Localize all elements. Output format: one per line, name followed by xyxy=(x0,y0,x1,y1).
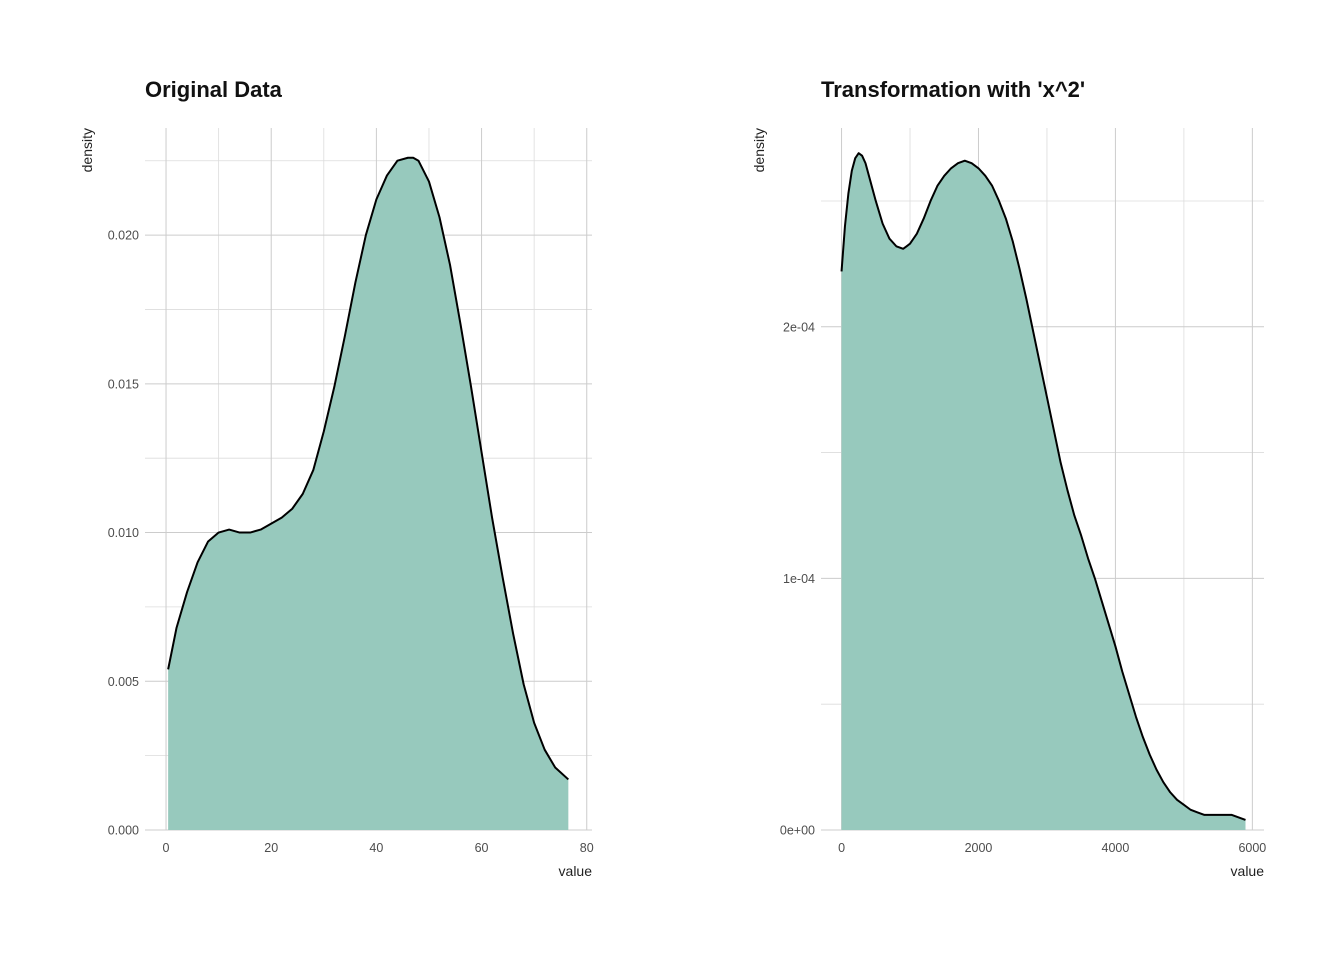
chart-title: Original Data xyxy=(145,77,283,102)
y-tick-label: 2e-04 xyxy=(783,320,815,334)
x-tick-labels: 0 2000 4000 6000 xyxy=(838,841,1266,855)
density-fill xyxy=(168,157,569,830)
chart-title: Transformation with 'x^2' xyxy=(821,77,1085,102)
panel-original-data: Original Data 0 20 40 60 80 0.0000.0050.0100… xyxy=(79,77,594,879)
x-tick-label: 20 xyxy=(264,841,278,855)
x-tick-label: 80 xyxy=(580,841,594,855)
y-tick-label: 0.010 xyxy=(108,526,139,540)
x-tick-label: 2000 xyxy=(965,841,993,855)
x-tick-label: 60 xyxy=(475,841,489,855)
y-tick-labels: 0e+00 1e-04 2e-04 xyxy=(780,320,815,837)
x-tick-label: 6000 xyxy=(1238,841,1266,855)
density-line xyxy=(840,152,1246,821)
density-area xyxy=(167,156,570,830)
y-tick-labels: 0.000 0.005 0.010 0.015 0.020 xyxy=(108,229,139,838)
y-tick-label: 0.005 xyxy=(108,675,139,689)
y-axis-label: density xyxy=(79,128,95,172)
density-fill xyxy=(841,153,1246,830)
y-tick-label: 0.015 xyxy=(108,377,139,391)
x-tick-label: 0 xyxy=(163,841,170,855)
panel-transformation: Transformation with 'x^2' 0 2000 4000 6000 … xyxy=(751,77,1266,879)
density-line xyxy=(167,156,570,781)
y-tick-label: 0.000 xyxy=(108,824,139,838)
y-tick-label: 0e+00 xyxy=(780,824,815,838)
y-tick-label: 0.020 xyxy=(108,229,139,243)
x-tick-labels: 0 20 40 60 80 xyxy=(163,841,594,855)
x-tick-label: 40 xyxy=(369,841,383,855)
x-axis-label: value xyxy=(1231,863,1265,879)
x-axis-label: value xyxy=(559,863,593,879)
y-tick-label: 1e-04 xyxy=(783,572,815,586)
x-tick-label: 0 xyxy=(838,841,845,855)
y-axis-label: density xyxy=(751,128,767,172)
x-tick-label: 4000 xyxy=(1102,841,1130,855)
density-area xyxy=(840,152,1246,830)
